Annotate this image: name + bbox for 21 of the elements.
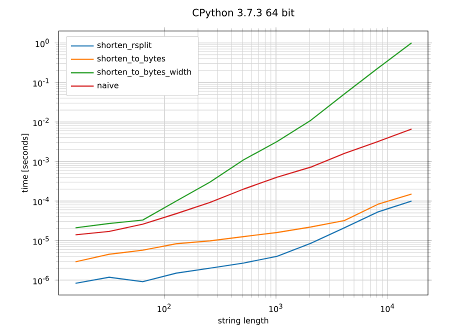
legend-label: shorten_rsplit (97, 42, 152, 50)
chart-title: CPython 3.7.3 64 bit (192, 8, 294, 18)
x-tick-label: 10$^{2}$ (158, 304, 171, 312)
y-tick-label: 10$^{-2}$ (33, 118, 49, 126)
y-tick-label: 10$^{-1}$ (33, 78, 49, 87)
y-tick-label: 10$^{0}$ (36, 38, 49, 48)
legend-label: naive (98, 82, 118, 88)
y-axis-title: time [seconds] (22, 134, 29, 193)
y-tick-label: 10$^{-4}$ (33, 196, 49, 206)
x-tick-label: 10$^{4}$ (380, 304, 394, 312)
y-tick-label: 10$^{-3}$ (33, 157, 49, 166)
y-tick-label: 10$^{-6}$ (33, 276, 49, 284)
line-series (74, 193, 412, 262)
line-series (74, 42, 412, 228)
x-axis-title: string length (218, 317, 268, 326)
legend-label: shorten_to_bytes (97, 55, 166, 64)
y-tick-label: 10$^{-5}$ (33, 236, 49, 245)
legend-label: shorten_to_bytes_width (97, 68, 191, 77)
x-tick-label: 10$^{3}$ (269, 304, 282, 312)
line-series (74, 200, 412, 284)
line-series (74, 128, 412, 236)
